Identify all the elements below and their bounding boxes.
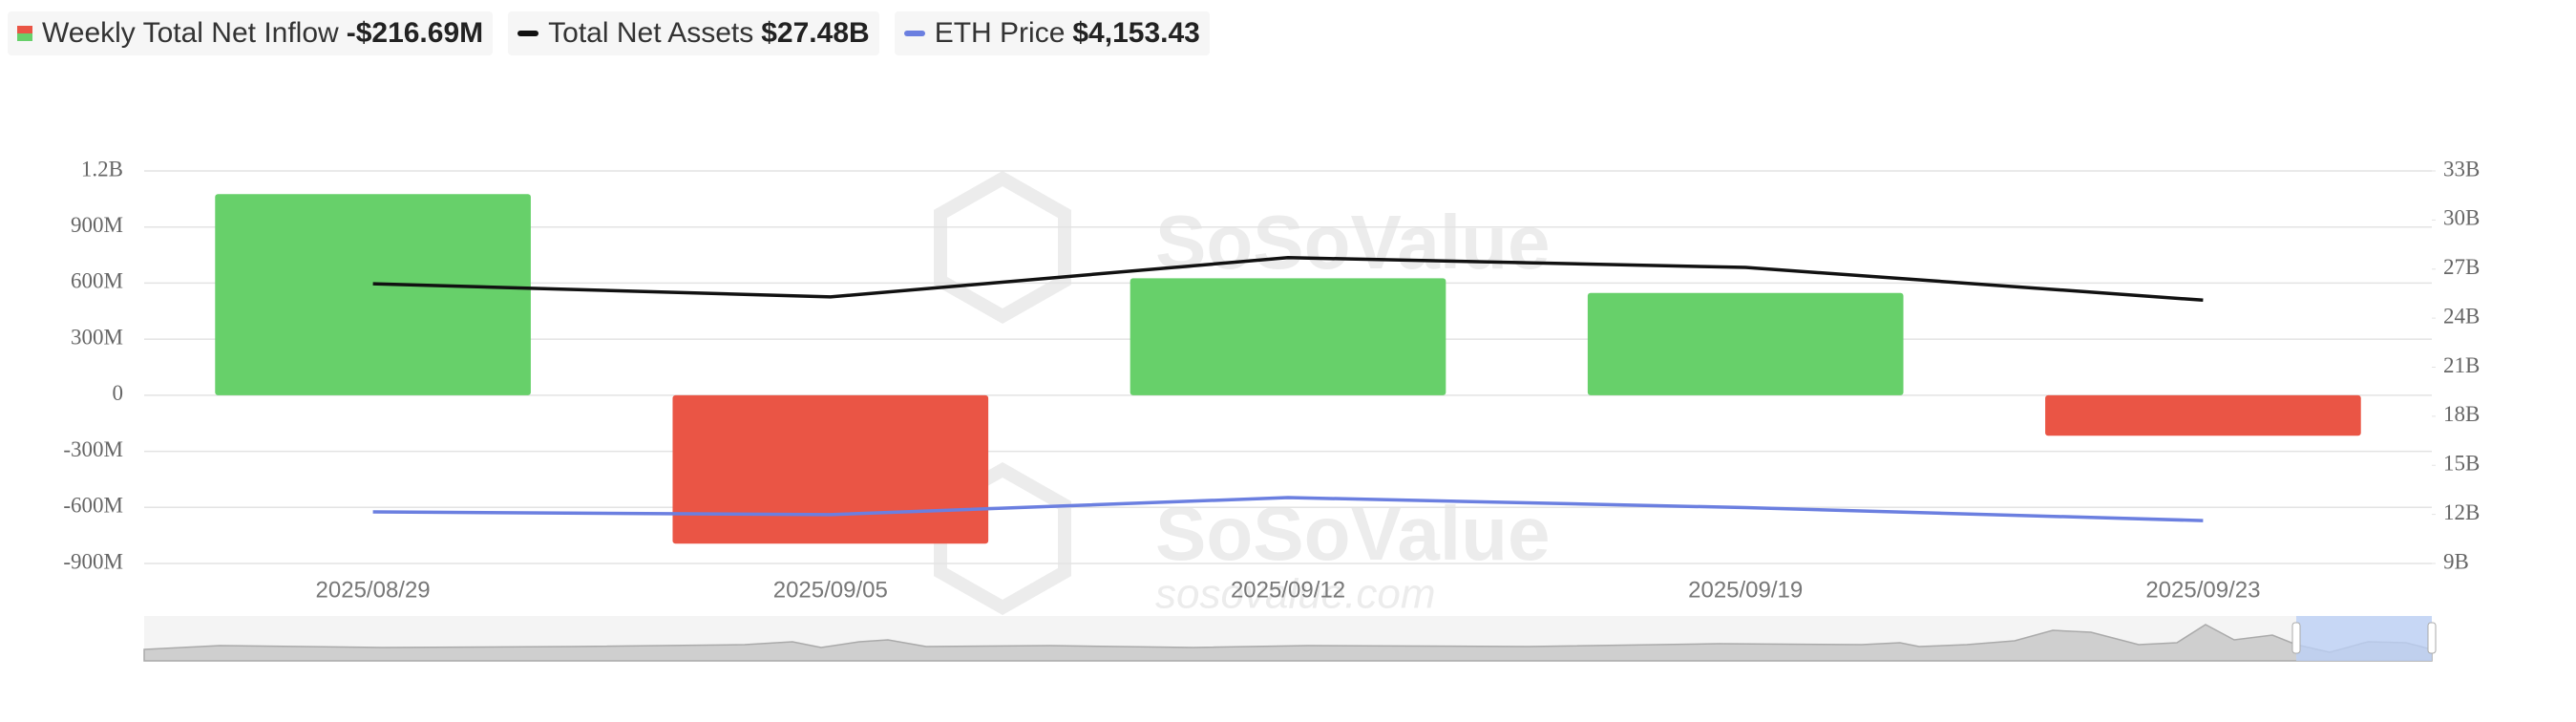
x-tick-label: 2025/08/29 [316, 577, 431, 603]
legend-icon [517, 31, 539, 36]
bar [2045, 394, 2361, 436]
y-tick-label: -300M [63, 437, 123, 461]
y2-tick-label: 33B [2443, 157, 2480, 180]
watermark-logo [934, 170, 1071, 325]
watermark: SoSoValue [1155, 200, 1550, 285]
x-tick-label: 2025/09/12 [1231, 577, 1345, 603]
legend-value: $4,153.43 [1072, 17, 1200, 49]
y-tick-label: -900M [63, 549, 123, 573]
bar [1130, 278, 1446, 395]
minimap [143, 616, 2437, 662]
y2-tick-label: 21B [2443, 353, 2480, 377]
minimap-selection[interactable] [2296, 616, 2432, 661]
legend-icon [17, 26, 32, 41]
minimap-handle[interactable] [2291, 622, 2301, 654]
y2-tick-label: 24B [2443, 304, 2480, 328]
legend-label: Total Net Assets [548, 17, 754, 49]
bar [1587, 292, 1904, 395]
y2-tick-label: 9B [2443, 549, 2469, 573]
bar [672, 394, 989, 544]
x-tick-label: 2025/09/05 [773, 577, 888, 603]
x-tick-label: 2025/09/19 [1688, 577, 1803, 603]
y2-tick-label: 30B [2443, 206, 2480, 230]
y-tick-label: 0 [113, 381, 124, 405]
legend-item[interactable]: Weekly Total Net Inflow -$216.69M [8, 11, 494, 55]
legend: Weekly Total Net Inflow -$216.69M Total Ne… [8, 11, 1210, 55]
y-tick-label: 300M [71, 325, 123, 349]
x-tick-label: 2025/09/23 [2145, 577, 2260, 603]
y2-tick-label: 12B [2443, 500, 2480, 524]
legend-value: $27.48B [761, 17, 870, 49]
legend-label: ETH Price [934, 17, 1066, 49]
watermark-url: sosovalue.com [1155, 571, 1435, 618]
legend-icon [903, 31, 925, 36]
minimap-handle[interactable] [2427, 622, 2437, 654]
y2-tick-label: 27B [2443, 255, 2480, 279]
y2-tick-label: 15B [2443, 452, 2480, 476]
legend-item[interactable]: Total Net Assets $27.48B [508, 11, 879, 55]
y-tick-label: 1.2B [81, 157, 123, 180]
legend-value: -$216.69M [346, 17, 484, 49]
bar [215, 194, 531, 395]
legend-label: Weekly Total Net Inflow [42, 17, 339, 49]
line [372, 496, 2204, 522]
watermark: SoSoValue [1155, 491, 1550, 576]
y-tick-label: -600M [63, 494, 123, 518]
y2-tick-label: 18B [2443, 402, 2480, 426]
y-tick-label: 900M [71, 213, 123, 237]
y-tick-label: 600M [71, 269, 123, 293]
legend-item[interactable]: ETH Price $4,153.43 [894, 11, 1210, 55]
line [372, 256, 2204, 303]
